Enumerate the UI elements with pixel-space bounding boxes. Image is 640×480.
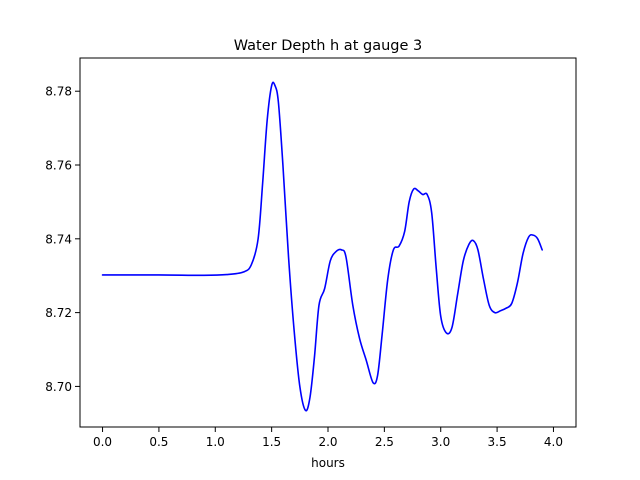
x-tick-label: 2.0 bbox=[318, 435, 337, 449]
y-tick-label: 8.74 bbox=[45, 232, 72, 246]
x-tick-label: 1.0 bbox=[206, 435, 225, 449]
x-tick-label: 1.5 bbox=[262, 435, 281, 449]
x-tick-label: 2.5 bbox=[375, 435, 394, 449]
series-line bbox=[101, 81, 543, 412]
x-tick-label: 4.0 bbox=[544, 435, 563, 449]
x-tick-label: 0.5 bbox=[149, 435, 168, 449]
y-tick-label: 8.72 bbox=[45, 306, 72, 320]
plot-frame bbox=[79, 57, 577, 428]
y-axis: 8.70 8.72 8.74 8.76 8.78 bbox=[45, 85, 80, 394]
y-tick-label: 8.70 bbox=[45, 380, 72, 394]
x-tick-label: 3.5 bbox=[488, 435, 507, 449]
x-tick-label: 3.0 bbox=[431, 435, 450, 449]
x-axis-label: hours bbox=[311, 456, 345, 470]
y-tick-label: 8.76 bbox=[45, 159, 72, 173]
x-axis: 0.0 0.5 1.0 1.5 2.0 2.5 3.0 3.5 4.0 bbox=[93, 427, 563, 449]
x-tick-label: 0.0 bbox=[93, 435, 112, 449]
chart-title: Water Depth h at gauge 3 bbox=[234, 38, 422, 54]
plot-area bbox=[79, 57, 577, 428]
y-tick-label: 8.78 bbox=[45, 85, 72, 99]
